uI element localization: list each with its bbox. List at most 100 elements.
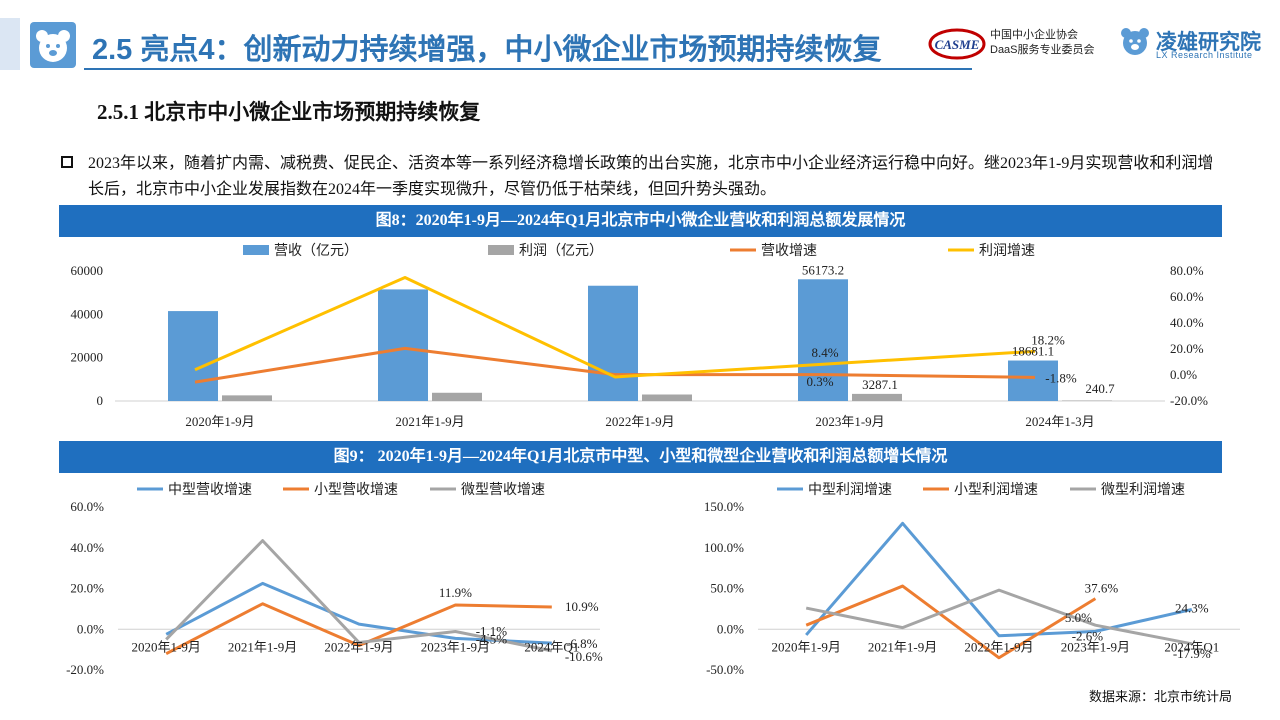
bullet-text: 2023年以来，随着扩内需、减税费、促民企、活资本等一系列经济稳增长政策的出台实… [88,155,1214,198]
x-tick-label: 2022年1-9月 [964,639,1033,654]
bar-profit [1062,400,1112,401]
series-line-0 [805,521,1193,638]
x-tick-label: 2024年Q1 [1164,639,1219,654]
series-line-2 [165,539,553,653]
line-profit-growth [194,276,1036,379]
bar-revenue [588,285,638,401]
line-revenue-growth [194,346,1036,384]
data-label: 0.3% [806,374,833,389]
bar-revenue [798,279,848,401]
fig8-chart: 营收（亿元） 利润（亿元） 营收增速 利润增速 0 20000 40000 60000 -20.… [71,242,1209,429]
legend-swatch-1 [488,245,514,255]
y-tick: 0.0% [77,621,104,636]
x-tick-label: 2020年1-9月 [185,414,254,429]
casme-logo-text: CASME [935,37,980,52]
org-line1: 中国中小企业协会 [990,29,1078,41]
data-label: 8.4% [811,345,838,360]
series-line-1 [165,602,552,656]
series-line-0 [165,581,552,645]
fig8-title-bar: 图8：2020年1-9月—2024年Q1月北京市中小微企业营收和利润总额发展情况 [59,205,1222,237]
legend-label-2: 微型营收增速 [461,481,545,497]
y-tick: 100.0% [704,540,744,555]
fig9-title-bar: 图9： 2020年1-9月—2024年Q1月北京市中型、小型和微型企业营收和利润… [59,441,1222,473]
y-tick: 40.0% [70,540,104,555]
data-label: 10.9% [565,599,599,614]
data-label: -1.8% [1045,370,1077,385]
y-right-tick: 60.0% [1170,289,1204,304]
data-label: 18681.1 [1012,344,1054,359]
bar-revenue [168,311,218,401]
legend-label-2: 营收增速 [761,242,817,258]
y-tick: 50.0% [710,581,744,596]
x-tick-label: 2021年1-9月 [228,639,297,654]
data-label: 5.0% [1065,610,1092,625]
y-right-tick: 20.0% [1170,341,1204,356]
casme-logo-icon: CASME [928,24,986,64]
y-tick: 20.0% [70,581,104,596]
y-right-tick: 0.0% [1170,367,1197,382]
bear-logo-icon [30,22,76,68]
y-tick: 60.0% [70,499,104,514]
lx-bear-icon [1118,24,1152,58]
bar-profit [432,392,482,401]
x-tick-label: 2021年1-9月 [395,414,464,429]
x-tick-label: 2024年1-3月 [1025,414,1094,429]
y-right-tick: 80.0% [1170,263,1204,278]
legend-label-1: 小型利润增速 [954,481,1038,497]
series-line-1 [805,584,1097,660]
data-label: -2.6% [1072,628,1104,643]
data-label: 24.3% [1175,600,1209,615]
data-label: 11.9% [439,585,472,600]
y-right-tick: -20.0% [1170,393,1208,408]
lx-brand-subtitle: LX Research Institute [1156,50,1253,60]
x-tick-label: 2020年1-9月 [772,639,841,654]
lx-brand-name: 凌雄研究院 [1156,31,1261,54]
data-label: -4.5% [476,631,508,646]
legend-label-0: 中型利润增速 [808,481,892,497]
legend-label-1: 小型营收增速 [314,481,398,497]
x-tick-label: 2023年1-9月 [815,414,884,429]
y-right-tick: 40.0% [1170,315,1204,330]
y-tick: 0.0% [717,621,744,636]
x-tick-label: 2023年1-9月 [1061,639,1130,654]
section-title: 2.5.1 北京市中小微企业市场预期持续恢复 [97,100,481,124]
x-tick-label: 2024年Q1 [524,639,579,654]
legend-label-2: 微型利润增速 [1101,481,1185,497]
legend-label-1: 利润（亿元） [519,242,603,258]
x-tick-label: 2020年1-9月 [132,639,201,654]
legend-label-3: 利润增速 [979,242,1035,258]
x-tick-label: 2022年1-9月 [605,414,674,429]
y-tick: -20.0% [66,662,104,677]
bar-profit [852,393,902,401]
data-label: -1.1% [476,623,508,638]
legend-label-0: 营收（亿元） [274,242,358,258]
y-left-tick: 20000 [71,350,104,365]
bar-revenue [378,289,428,401]
data-label: -10.6% [565,649,603,664]
bullet-square-icon [61,156,73,168]
x-tick-label: 2021年1-9月 [868,639,937,654]
data-label: -6.8% [566,636,598,651]
bar-profit [222,395,272,401]
y-left-tick: 60000 [71,263,104,278]
data-label: 3287.1 [862,377,898,392]
bar-profit [642,394,692,401]
x-tick-label: 2022年1-9月 [324,639,393,654]
data-label: 240.7 [1085,381,1115,396]
y-tick: -50.0% [706,662,744,677]
legend-swatch-0 [243,245,269,255]
data-label: 37.6% [1085,581,1119,596]
page-title: 2.5 亮点4：创新动力持续增强，中小微企业市场预期持续恢复 [92,34,882,66]
series-line-2 [805,588,1193,646]
data-label: -17.9% [1173,646,1211,661]
org-name: 中国中小企业协会 DaaS服务专业委员会 [990,28,1095,58]
y-tick: 150.0% [704,499,744,514]
legend-label-0: 中型营收增速 [168,481,252,497]
data-label: 18.2% [1031,332,1065,347]
header-accent-bar [0,18,20,70]
header-underline [84,68,972,70]
fig9-profit-chart: 中型利润增速 小型利润增速 微型利润增速 -50.0% 0.0% 50.0% 100.0% 1… [704,481,1240,677]
y-left-tick: 0 [97,393,104,408]
org-line2: DaaS服务专业委员会 [990,44,1095,56]
fig9-revenue-chart: 中型营收增速 小型营收增速 微型营收增速 -20.0% 0.0% 20.0% 40.0% 60… [66,481,603,677]
